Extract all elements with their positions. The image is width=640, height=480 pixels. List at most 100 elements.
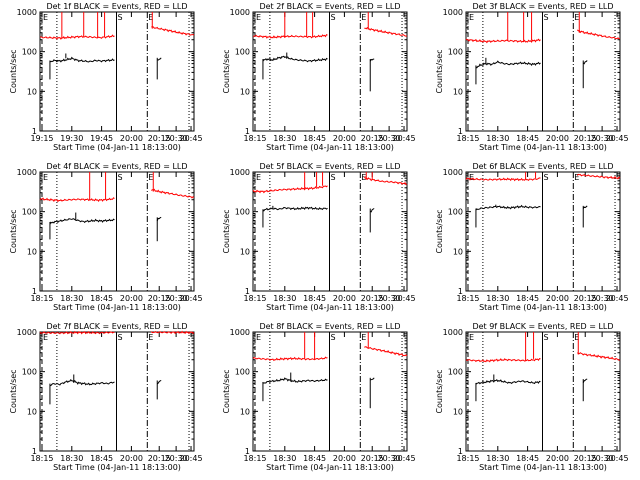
marker-letter: E [574, 333, 579, 342]
x-tick-label: 20:45 [392, 454, 415, 463]
detector-panel-3: Det 3f BLACK = Events, RED = LLD 1 10 100 10… [435, 2, 629, 152]
x-tick-label: 20:15 [361, 134, 384, 143]
x-tick-label: 20:15 [148, 294, 171, 303]
x-axis-label: Start Time (04-Jan-11 18:13:00) [53, 143, 181, 152]
x-tick-label: 20:45 [605, 454, 628, 463]
series-line [363, 176, 408, 186]
y-axis-label: Counts/sec [9, 49, 18, 93]
series-line [39, 330, 115, 335]
y-tick-label: 1000 [17, 8, 37, 17]
x-tick-label: 18:15 [243, 294, 266, 303]
marker-letter: E [469, 13, 474, 22]
marker-letter: E [361, 333, 366, 342]
x-tick-label: 20:30 [591, 294, 614, 303]
detector-panel-8: Det 8f BLACK = Events, RED = LLD 1 10 100 10… [222, 322, 416, 472]
series-line [364, 346, 408, 357]
y-axis-label: Counts/sec [9, 369, 18, 413]
series-line [582, 205, 588, 209]
marker-letter: E [469, 333, 474, 342]
series-lld [39, 172, 195, 203]
series-line [576, 173, 621, 180]
series-line [364, 26, 408, 37]
x-tick-label: 18:15 [456, 134, 479, 143]
y-tick-label: 10 [240, 87, 250, 96]
x-tick-label: 20:15 [574, 134, 597, 143]
x-tick-label: 18:15 [30, 294, 53, 303]
panel-title: Det 2f BLACK = Events, RED = LLD [259, 2, 400, 11]
series-line [157, 57, 162, 61]
panel-title: Det 3f BLACK = Events, RED = LLD [472, 2, 613, 11]
marker-letter: S [331, 333, 336, 342]
series-lld [252, 12, 408, 39]
x-tick-label: 20:15 [148, 454, 171, 463]
series-line [262, 206, 328, 212]
x-axis-label: Start Time (04-Jan-11 18:13:00) [266, 143, 394, 152]
y-tick-label: 100 [235, 368, 250, 377]
x-tick-label: 18:30 [486, 294, 509, 303]
x-tick-label: 18:30 [273, 294, 296, 303]
marker-letter: E [574, 13, 579, 22]
x-tick-label: 20:00 [120, 454, 143, 463]
x-tick-label: 18:30 [486, 134, 509, 143]
x-tick-label: 20:15 [361, 294, 384, 303]
panel-title: Det 1f BLACK = Events, RED = LLD [46, 2, 187, 11]
marker-letter: S [331, 13, 336, 22]
x-tick-label: 18:30 [60, 294, 83, 303]
series-line [49, 218, 115, 225]
x-tick-label: 20:00 [546, 454, 569, 463]
y-axis-label: Counts/sec [435, 369, 444, 413]
x-tick-label: 20:15 [361, 454, 384, 463]
y-tick-label: 10 [453, 407, 463, 416]
series-line [577, 352, 621, 361]
series-line [262, 377, 328, 384]
series-line [39, 197, 115, 203]
series-line [475, 204, 541, 211]
series-line [150, 188, 195, 199]
x-tick-label: 20:45 [392, 294, 415, 303]
y-tick-label: 100 [22, 48, 37, 57]
detector-panel-9: Det 9f BLACK = Events, RED = LLD 1 10 100 10… [435, 322, 629, 472]
x-tick-label: 18:30 [486, 454, 509, 463]
series-events [49, 53, 162, 80]
y-tick-label: 10 [27, 87, 37, 96]
x-tick-label: 19:15 [30, 134, 53, 143]
marker-letter: E [256, 333, 261, 342]
series-line [252, 34, 328, 39]
marker-letter: E [361, 13, 366, 22]
y-axis-label: Counts/sec [9, 209, 18, 253]
x-tick-label: 20:45 [605, 134, 628, 143]
x-tick-label: 18:15 [243, 454, 266, 463]
series-line [252, 356, 328, 362]
x-tick-label: 20:00 [546, 294, 569, 303]
marker-letter: S [544, 333, 549, 342]
x-tick-label: 20:30 [378, 294, 401, 303]
series-lld [465, 12, 621, 44]
series-line [369, 58, 375, 62]
x-tick-label: 20:45 [392, 134, 415, 143]
panel-title: Det 7f BLACK = Events, RED = LLD [46, 322, 187, 331]
x-tick-label: 20:15 [574, 454, 597, 463]
x-tick-label: 18:15 [456, 294, 479, 303]
marker-letter: E [148, 173, 153, 182]
series-line [150, 330, 195, 335]
y-tick-label: 1 [245, 447, 250, 456]
x-tick-label: 20:45 [179, 454, 202, 463]
marker-letter: E [256, 173, 261, 182]
series-line [156, 216, 162, 222]
y-tick-label: 10 [240, 247, 250, 256]
series-line [262, 55, 328, 63]
series-events [475, 374, 588, 402]
x-axis-label: Start Time (04-Jan-11 18:13:00) [266, 303, 394, 312]
y-tick-label: 1000 [230, 328, 250, 337]
x-tick-label: 18:45 [90, 454, 113, 463]
marker-letter: E [574, 173, 579, 182]
y-axis-label: Counts/sec [435, 49, 444, 93]
x-tick-label: 20:45 [179, 294, 202, 303]
series-lld [465, 332, 621, 363]
series-line [475, 60, 541, 69]
marker-letter: E [148, 13, 153, 22]
marker-letter: S [118, 333, 123, 342]
y-tick-label: 1 [458, 447, 463, 456]
y-axis-label: Counts/sec [435, 209, 444, 253]
y-tick-label: 1 [32, 127, 37, 136]
